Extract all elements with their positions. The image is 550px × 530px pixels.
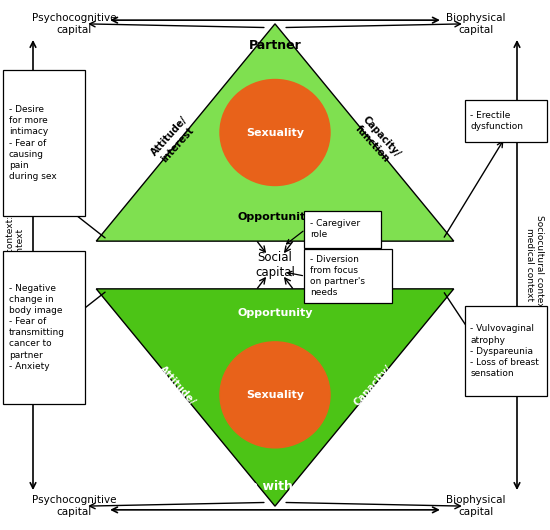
Text: Attitude/
interest: Attitude/ interest xyxy=(149,364,197,415)
Text: Sociocultural context:
medical context: Sociocultural context: medical context xyxy=(6,215,25,315)
Text: Biophysical
capital: Biophysical capital xyxy=(446,495,505,517)
Text: Opportunity: Opportunity xyxy=(237,213,313,222)
Text: Partner: Partner xyxy=(249,39,301,51)
Text: Opportunity: Opportunity xyxy=(237,308,313,317)
Text: - Erectile
dysfunction: - Erectile dysfunction xyxy=(470,111,523,130)
Text: Sexuality: Sexuality xyxy=(246,128,304,137)
Text: Capacity/
function: Capacity/ function xyxy=(351,114,402,166)
Text: Sexuality: Sexuality xyxy=(246,390,304,400)
Text: Woman with cancer: Woman with cancer xyxy=(206,480,344,492)
Text: Psychocognitive
capital: Psychocognitive capital xyxy=(32,495,117,517)
FancyBboxPatch shape xyxy=(304,249,392,303)
Text: Psychocognitive
capital: Psychocognitive capital xyxy=(32,13,117,35)
Text: Biophysical
capital: Biophysical capital xyxy=(446,13,505,35)
Text: - Diversion
from focus
on partner's
needs: - Diversion from focus on partner's need… xyxy=(310,255,365,297)
Text: - Vulvovaginal
atrophy
- Dyspareunia
- Loss of breast
sensation: - Vulvovaginal atrophy - Dyspareunia - L… xyxy=(470,324,539,378)
Circle shape xyxy=(220,342,330,448)
Text: - Desire
for more
intimacy
- Fear of
causing
pain
during sex: - Desire for more intimacy - Fear of cau… xyxy=(9,105,57,181)
Text: - Negative
change in
body image
- Fear of
transmitting
cancer to
partner
- Anxie: - Negative change in body image - Fear o… xyxy=(9,284,65,370)
FancyBboxPatch shape xyxy=(465,306,547,396)
FancyBboxPatch shape xyxy=(3,70,85,216)
Text: Capacity/
function: Capacity/ function xyxy=(351,364,402,416)
FancyBboxPatch shape xyxy=(465,100,547,142)
Text: Social
capital: Social capital xyxy=(255,251,295,279)
Polygon shape xyxy=(96,289,454,506)
Polygon shape xyxy=(96,24,454,241)
FancyBboxPatch shape xyxy=(3,251,85,404)
Circle shape xyxy=(220,80,330,186)
Text: Sociocultural context:
medical context: Sociocultural context: medical context xyxy=(525,215,544,315)
Text: Attitude/
interest: Attitude/ interest xyxy=(149,115,197,166)
Text: - Caregiver
role: - Caregiver role xyxy=(310,219,360,239)
FancyBboxPatch shape xyxy=(304,211,381,248)
